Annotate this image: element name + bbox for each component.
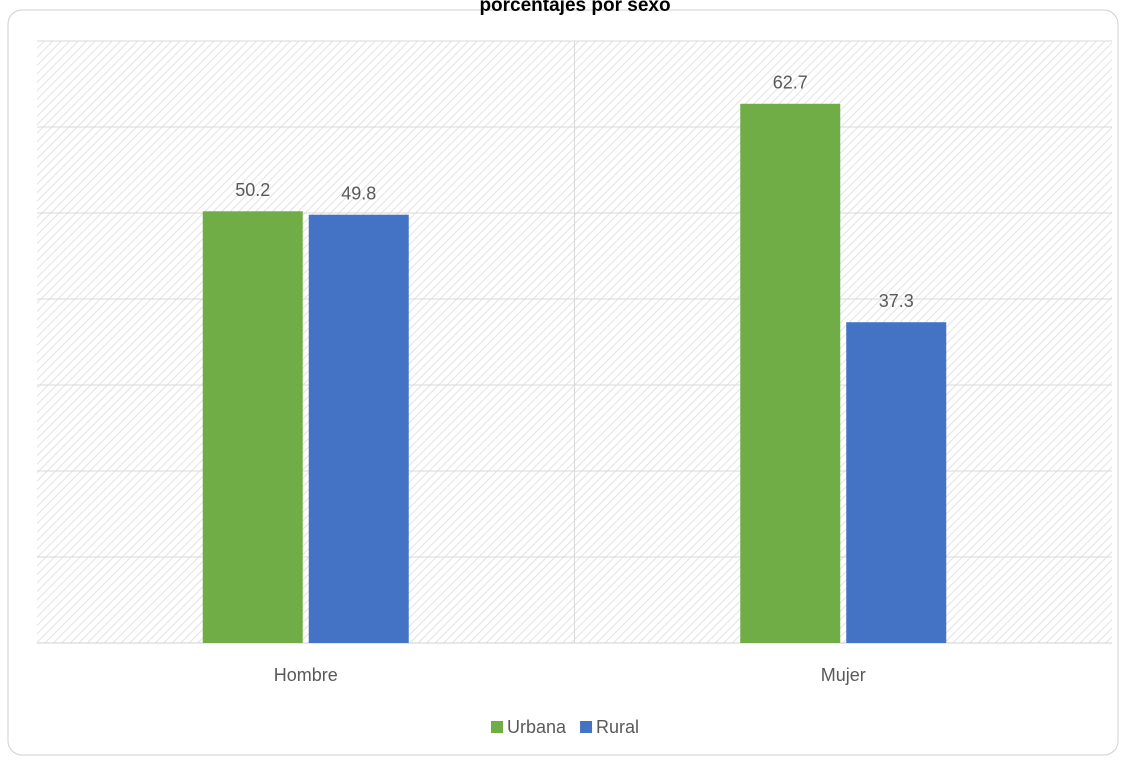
value-label: 62.7: [773, 73, 808, 93]
x-tick-label: Mujer: [821, 665, 866, 685]
value-label: 49.8: [341, 183, 376, 203]
legend-swatch: [580, 721, 593, 733]
x-tick-label: Hombre: [274, 665, 338, 685]
value-label: 37.3: [879, 291, 914, 311]
bar: [846, 322, 947, 643]
bar: [202, 211, 303, 643]
bar: [740, 103, 841, 643]
legend-swatch: [491, 721, 503, 733]
legend-label: Urbana: [507, 717, 567, 737]
value-label: 50.2: [235, 180, 270, 200]
bar: [308, 214, 409, 643]
legend-label: Rural: [596, 717, 639, 737]
chart-title: porcentajes por sexo: [479, 0, 670, 16]
